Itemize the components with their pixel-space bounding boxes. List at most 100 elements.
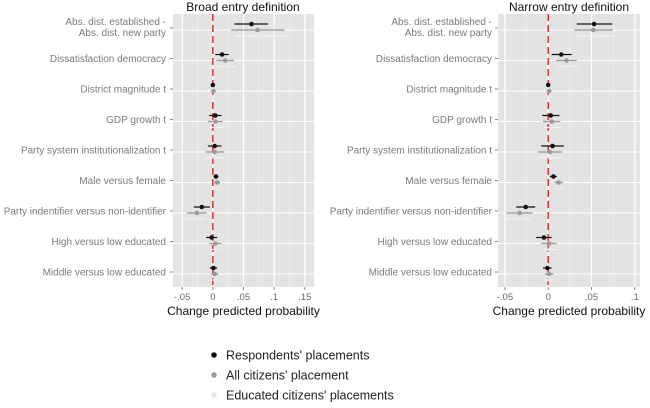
legend: Respondents' placements All citizens' pla…: [211, 349, 394, 403]
point-estimate: [593, 33, 599, 39]
x-tick-label: .05: [237, 292, 250, 303]
x-tick-label: .1: [631, 292, 639, 303]
point-estimate: [551, 174, 556, 179]
point-estimate: [546, 241, 552, 246]
legend-label: All citizens' placement: [226, 369, 349, 383]
panel-title: Narrow entry definition: [509, 0, 629, 14]
category-label: Male versus female: [405, 176, 492, 187]
x-axis-label: Change predicted probability: [167, 304, 320, 318]
point-estimate: [558, 52, 564, 57]
category-label: Abs. dist. established -Abs. dist. new p…: [65, 17, 166, 39]
point-estimate: [213, 125, 219, 130]
point-estimate: [214, 180, 220, 185]
legend-label: Educated citizens' placements: [226, 389, 394, 403]
point-estimate: [548, 155, 554, 161]
legend-label: Respondents' placements: [226, 349, 369, 363]
point-estimate: [515, 216, 521, 222]
point-estimate: [210, 82, 216, 88]
point-estimate: [523, 204, 529, 210]
point-estimate: [209, 235, 214, 240]
point-estimate: [546, 88, 552, 94]
legend-marker: [211, 372, 217, 378]
panel-1: Broad entry definition -.05 0 .05 .1 .15 Abs. …: [4, 0, 320, 318]
point-estimate: [213, 155, 218, 161]
category-label: Party indentifier versus non-identifier: [330, 207, 493, 218]
legend-marker: [211, 352, 217, 358]
category-label-line: Abs. dist. new party: [79, 28, 166, 39]
panel-title: Broad entry definition: [186, 0, 299, 14]
x-axis-label: Change predicted probability: [493, 304, 646, 318]
point-estimate: [249, 21, 254, 27]
category-label-line: Abs. dist. established -: [65, 17, 166, 28]
category-label: Party system institutionalization t: [21, 146, 166, 157]
x-tick-label: .05: [585, 292, 598, 303]
category-label: Party indentifier versus non-identifier: [4, 207, 167, 218]
point-estimate: [222, 58, 228, 63]
point-estimate: [199, 204, 205, 210]
category-label: Middle versus low educated: [43, 268, 166, 279]
point-estimate: [590, 27, 596, 33]
point-estimate: [211, 94, 216, 100]
x-tick-label: .1: [270, 292, 278, 303]
point-estimate: [213, 241, 218, 246]
point-estimate: [213, 119, 218, 124]
point-estimate: [557, 186, 562, 191]
point-estimate: [213, 247, 219, 252]
category-label: District magnitude t: [406, 85, 492, 96]
category-label: GDP growth t: [106, 115, 166, 126]
point-estimate: [547, 149, 553, 155]
category-label: GDP growth t: [432, 115, 492, 126]
plot-background: [498, 14, 640, 287]
point-estimate: [556, 180, 561, 185]
category-label: High versus low educated: [377, 237, 492, 248]
point-estimate: [564, 58, 569, 63]
point-estimate: [547, 277, 553, 283]
point-estimate: [255, 27, 260, 33]
point-estimate: [546, 271, 552, 277]
point-estimate: [193, 216, 198, 222]
point-estimate: [546, 94, 552, 100]
point-estimate: [212, 143, 217, 149]
point-estimate: [517, 210, 522, 216]
point-estimate: [565, 64, 571, 69]
point-estimate: [212, 271, 217, 277]
point-estimate: [219, 52, 225, 57]
x-tick-label: -.05: [174, 292, 190, 303]
point-estimate: [545, 82, 551, 88]
point-estimate: [550, 125, 555, 130]
category-label-line: Abs. dist. new party: [405, 28, 492, 39]
category-label: High versus low educated: [51, 237, 166, 248]
x-tick-label: 0: [546, 292, 551, 303]
point-estimate: [258, 33, 263, 39]
x-tick-label: .15: [298, 292, 311, 303]
category-label: Middle versus low educated: [369, 268, 492, 279]
point-estimate: [215, 186, 221, 191]
point-estimate: [212, 149, 217, 155]
category-label: Party system institutionalization t: [347, 146, 492, 157]
legend-marker: [211, 392, 217, 398]
category-label: Male versus female: [79, 176, 166, 187]
category-label: Dissatisfaction democracy: [376, 54, 492, 65]
point-estimate: [211, 88, 216, 94]
point-estimate: [550, 143, 555, 149]
category-label-line: Abs. dist. established -: [391, 17, 492, 28]
point-estimate: [591, 21, 597, 27]
point-estimate: [224, 64, 229, 69]
point-estimate: [541, 235, 547, 240]
point-estimate: [548, 113, 554, 118]
point-estimate: [213, 113, 218, 118]
category-label: Abs. dist. established -Abs. dist. new p…: [391, 17, 492, 39]
point-estimate: [213, 277, 218, 283]
point-estimate: [545, 265, 550, 271]
point-estimate: [547, 247, 553, 252]
category-label: District magnitude t: [80, 85, 166, 96]
point-estimate: [194, 210, 200, 216]
panel-2: Narrow entry definition -.05 0 .05 .1 Abs. di…: [330, 0, 646, 318]
x-tick-label: -.05: [497, 292, 513, 303]
x-tick-label: 0: [210, 292, 215, 303]
category-label: Dissatisfaction democracy: [50, 54, 166, 65]
point-estimate: [211, 265, 216, 271]
point-estimate: [213, 174, 219, 179]
point-estimate: [549, 119, 554, 124]
